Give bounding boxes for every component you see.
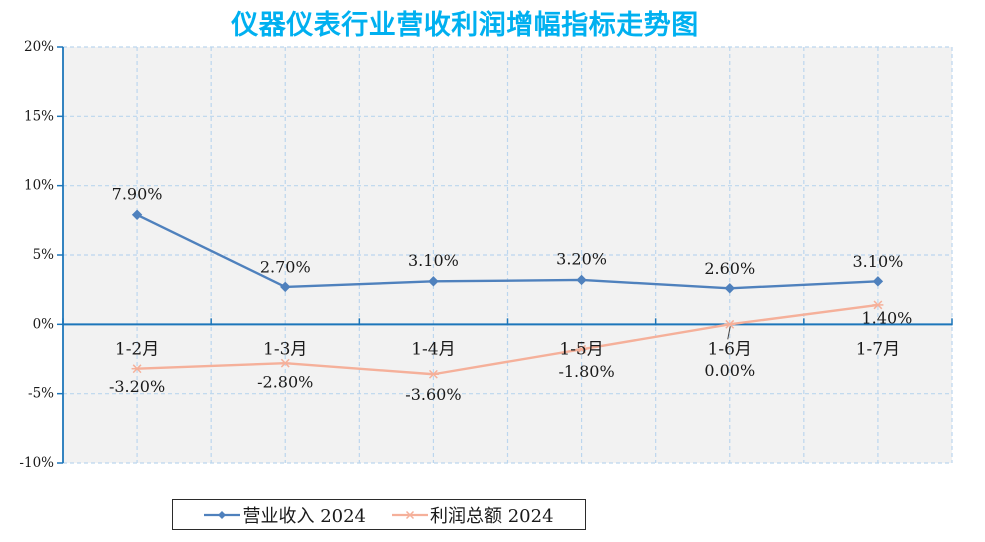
x-axis-category-label: 1-2月 [115, 339, 159, 359]
revenue-point-marker [131, 209, 143, 220]
revenue-point-marker [872, 276, 884, 287]
profit-point-marker [873, 300, 883, 310]
profit-point-marker [428, 369, 438, 379]
profit-data-label: 1.40% [862, 308, 913, 327]
revenue-data-label: 7.90% [112, 184, 163, 203]
trend-line-chart: 20% 15% 10% 5% 0% -5% -10% 1-2月 1-3月 1-4月 1-5月 1-6月… [19, 39, 953, 471]
profit-line [137, 303, 879, 376]
profit-legend-sample-svg [392, 510, 428, 519]
revenue-data-label: 3.20% [556, 249, 607, 268]
y-axis-tick-label: 0% [33, 316, 55, 332]
profit-data-label: -3.60% [405, 385, 461, 404]
revenue-data-label: 2.60% [704, 259, 755, 278]
y-axis-tick-label: -5% [28, 386, 54, 402]
profit-point-marker [577, 344, 587, 354]
profit-data-label: -1.80% [558, 362, 614, 381]
x-axis-category-label: 1-5月 [559, 339, 603, 359]
revenue-data-label: 3.10% [853, 252, 904, 271]
revenue-point-marker [428, 276, 439, 287]
legend-item-profit: 利润总额 2024 [392, 502, 554, 528]
profit-point-marker [725, 319, 735, 329]
revenue-legend-sample-svg [204, 510, 241, 519]
x-axis-category-label: 1-6月 [708, 339, 752, 359]
profit-line-sample-icon [392, 508, 428, 522]
revenue-point-marker [576, 274, 587, 286]
profit-point-marker [280, 358, 290, 368]
revenue-point-marker [724, 283, 735, 294]
chart-title: 仪器仪表行业营收利润增幅指标走势图 [231, 10, 699, 41]
y-axis-tick-label: 20% [24, 39, 54, 55]
y-axis-tick-label: 10% [24, 178, 54, 194]
legend-label-profit: 利润总额 2024 [430, 505, 554, 527]
x-axis-category-label: 1-4月 [411, 339, 455, 359]
y-axis-tick-label: 15% [24, 108, 54, 124]
revenue-data-label: 3.10% [408, 251, 459, 270]
profit-data-label: -2.80% [257, 373, 313, 392]
profit-data-label: -3.20% [109, 377, 165, 396]
revenue-line [136, 213, 878, 290]
profit-point-marker [132, 364, 142, 374]
profit-data-label: 0.00% [704, 361, 755, 380]
revenue-point-marker [280, 281, 291, 293]
legend-label-revenue: 营业收入 2024 [242, 505, 366, 527]
y-axis-tick-label: 5% [33, 247, 55, 263]
revenue-line-sample-icon [204, 508, 241, 522]
legend: 营业收入 2024 利润总额 2024 [172, 499, 586, 530]
data-label-leader-line [727, 326, 731, 340]
legend-item-revenue: 营业收入 2024 [204, 502, 366, 528]
x-axis-category-label: 1-3月 [263, 339, 307, 359]
x-axis-category-label: 1-7月 [856, 339, 900, 359]
y-axis-tick-label: -10% [19, 455, 54, 471]
revenue-data-label: 2.70% [260, 257, 311, 276]
